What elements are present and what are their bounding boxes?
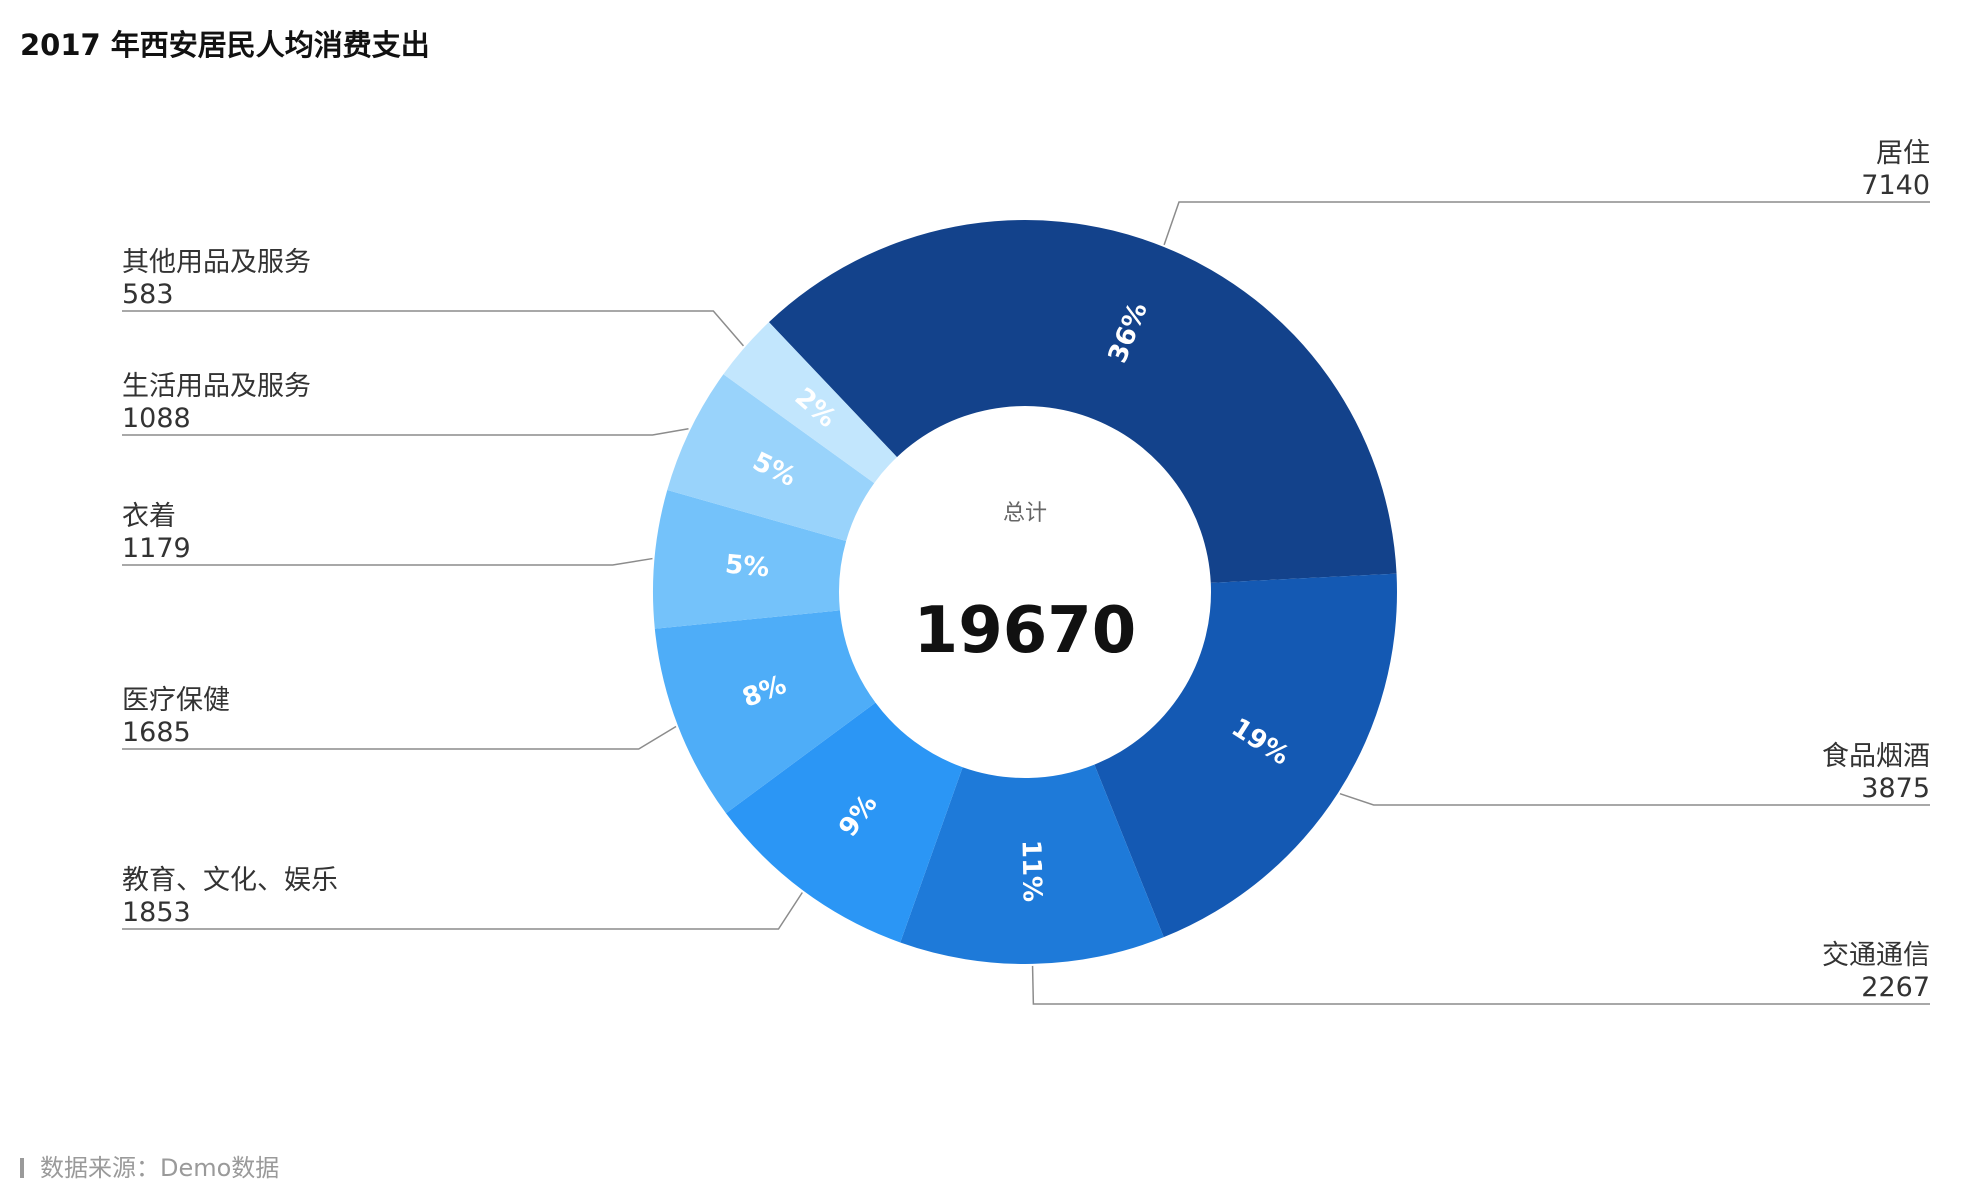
donut-slice[interactable] — [768, 219, 1397, 583]
slice-value-label: 1853 — [122, 897, 191, 928]
leader-line — [1163, 201, 1930, 246]
leader-line — [122, 310, 745, 347]
slice-name-label: 教育、文化、娱乐 — [122, 865, 338, 896]
center-label: 总计 — [1003, 501, 1047, 526]
slice-name-label: 交通通信 — [1822, 940, 1930, 971]
donut-slice[interactable] — [900, 764, 1164, 964]
donut-slice[interactable] — [653, 489, 847, 629]
slice-name-label: 居住 — [1876, 138, 1930, 169]
slice-name-label: 食品烟酒 — [1822, 741, 1930, 772]
leader-line — [122, 725, 677, 750]
slice-value-label: 1685 — [122, 717, 191, 748]
source-marker — [20, 1158, 24, 1178]
leader-line — [122, 557, 653, 566]
data-source-note: 数据来源：Demo数据 — [20, 1148, 279, 1183]
leader-line — [1339, 792, 1930, 806]
leader-line — [1031, 965, 1930, 1005]
slice-value-label: 2267 — [1861, 972, 1930, 1003]
slice-name-label: 衣着 — [122, 501, 176, 532]
slice-percent-label: 5% — [724, 550, 771, 584]
center-value: 19670 — [914, 594, 1137, 668]
leader-line — [122, 892, 803, 930]
chart-title: 2017 年西安居民人均消费支出 — [20, 28, 430, 62]
donut-slice[interactable] — [1094, 573, 1397, 938]
slice-value-label: 7140 — [1861, 170, 1930, 201]
slice-value-label: 583 — [122, 279, 174, 310]
slice-value-label: 3875 — [1861, 773, 1930, 804]
slice-percent-label: 11% — [1016, 840, 1047, 903]
slice-value-label: 1179 — [122, 533, 191, 564]
slice-name-label: 医疗保健 — [122, 685, 230, 716]
slice-name-label: 生活用品及服务 — [122, 371, 311, 402]
leader-line — [122, 428, 689, 436]
slice-value-label: 1088 — [122, 403, 191, 434]
data-source-text: 数据来源：Demo数据 — [40, 1154, 280, 1182]
donut-slice[interactable] — [667, 374, 875, 541]
donut-slices — [653, 219, 1397, 964]
donut-slice[interactable] — [725, 702, 963, 943]
leader-lines — [122, 201, 1930, 1005]
slice-name-label: 其他用品及服务 — [122, 247, 311, 278]
donut-slice[interactable] — [723, 322, 897, 484]
donut-slice[interactable] — [654, 610, 876, 814]
